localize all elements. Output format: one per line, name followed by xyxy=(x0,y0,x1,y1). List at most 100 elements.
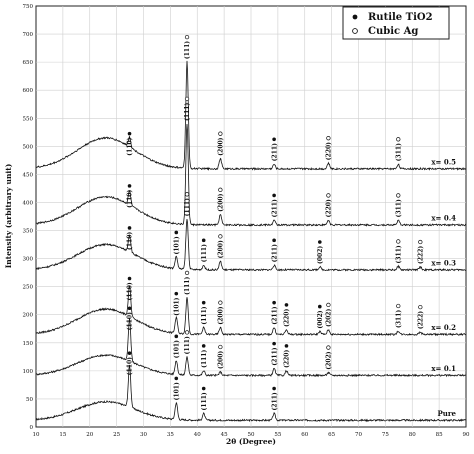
series-name-label: x= 0.1 xyxy=(431,364,456,373)
peak-label: (311) xyxy=(396,245,403,263)
ag-marker xyxy=(396,239,401,244)
ag-marker xyxy=(184,34,190,40)
peak-label: (311) xyxy=(396,310,403,328)
x-tick-label: 60 xyxy=(301,432,308,438)
rutile-marker xyxy=(127,351,132,355)
y-tick-label: 350 xyxy=(23,229,34,235)
peak-label: (200) xyxy=(218,306,225,324)
rutile-marker xyxy=(174,291,179,296)
peak-annotations: Pure(110)(101)(111) (211)x= 0.1(110)(101)… xyxy=(127,34,457,418)
y-axis-label: Intensity (arbitrary unit) xyxy=(4,164,13,269)
peak-label: (111) xyxy=(184,103,191,121)
x-tick-labels: 10 15 20 25 30 35 40 45 50 55 60 65 70 75 80 85 90 xyxy=(33,432,470,438)
rutile-marker xyxy=(272,341,276,346)
peak-label: (200) xyxy=(218,137,225,155)
ag-marker xyxy=(326,345,331,350)
peak-label: (202) xyxy=(326,309,333,327)
y-tick-label: 450 xyxy=(23,172,34,178)
x-tick-label: 45 xyxy=(221,432,228,438)
rutile-marker xyxy=(272,386,276,391)
y-tick-label: 50 xyxy=(26,397,33,403)
ag-marker xyxy=(218,187,223,192)
series-line xyxy=(35,364,467,423)
series-name-label: x= 0.4 xyxy=(431,213,456,222)
ag-marker xyxy=(326,302,331,308)
series-line xyxy=(35,218,467,272)
rutile-marker xyxy=(174,376,179,381)
rutile-marker xyxy=(127,226,132,230)
x-tick-label: 20 xyxy=(86,432,93,438)
ag-marker xyxy=(184,270,190,276)
ag-marker xyxy=(184,192,190,197)
series-line xyxy=(35,318,467,378)
ag-marker xyxy=(184,96,190,102)
y-tick-label: 200 xyxy=(23,313,34,319)
y-tick-label: 500 xyxy=(23,144,34,150)
peak-label: (200) xyxy=(218,240,225,258)
peak-label: (202) xyxy=(326,351,333,369)
peak-label: (311) xyxy=(396,143,403,161)
x-axis-label: 2θ (Degree) xyxy=(226,437,276,446)
y-tick-label: 300 xyxy=(23,257,34,263)
legend-label-rutile: Rutile TiO2 xyxy=(368,12,433,23)
rutile-marker xyxy=(201,344,206,348)
ag-marker xyxy=(396,193,401,198)
peak-label: (101) xyxy=(174,340,181,358)
series-line xyxy=(35,285,467,337)
peak-label: (211) xyxy=(271,347,278,365)
x-tick-label: 90 xyxy=(463,432,470,438)
ag-marker xyxy=(396,303,401,309)
rutile-marker xyxy=(318,304,322,309)
peak-label: (111) xyxy=(201,350,208,368)
peak-label: (101) xyxy=(174,297,181,315)
y-tick-label: 150 xyxy=(23,341,34,347)
rutile-marker xyxy=(127,131,132,136)
ag-marker xyxy=(184,330,190,335)
rutile-marker xyxy=(174,334,179,339)
y-tick-label: 600 xyxy=(23,88,34,94)
legend: Rutile TiO2 Cubic Ag xyxy=(342,6,450,40)
ag-marker xyxy=(326,136,331,141)
peak-label: (002) xyxy=(317,310,324,328)
peak-label: (220) xyxy=(326,142,333,160)
series-name-label: x= 0.5 xyxy=(431,157,456,166)
series-name-label: Pure xyxy=(438,409,457,418)
peak-label: (101) xyxy=(174,382,181,400)
series-line xyxy=(35,60,467,171)
peak-label: (110) xyxy=(127,190,134,208)
gridlines xyxy=(36,6,466,427)
ag-marker xyxy=(218,344,223,350)
peak-label: (211) xyxy=(271,392,278,410)
rutile-marker xyxy=(201,300,206,305)
x-tick-label: 85 xyxy=(436,432,443,438)
rutile-marker xyxy=(272,193,276,198)
y-tick-label: 550 xyxy=(23,116,34,122)
peak-label: (200) xyxy=(218,351,225,369)
peak-label: (111) xyxy=(201,392,208,410)
rutile-marker xyxy=(272,300,276,305)
y-tick-label: 700 xyxy=(23,32,34,38)
legend-box xyxy=(342,6,450,40)
x-tick-label: 35 xyxy=(167,432,174,438)
series-group xyxy=(35,60,467,423)
peak-label: (111) xyxy=(184,277,191,295)
peak-label: (211) xyxy=(271,143,278,161)
x-tick-label: 70 xyxy=(355,432,362,438)
rutile-marker xyxy=(284,303,289,307)
peak-label: (111) xyxy=(184,336,191,354)
y-tick-label: 750 xyxy=(23,4,34,10)
peak-label: (111) xyxy=(184,41,191,59)
peak-label: (211) xyxy=(271,199,278,217)
x-tick-label: 25 xyxy=(113,432,120,438)
peak-label: (222) xyxy=(418,311,425,329)
series-line xyxy=(35,123,467,227)
peak-label: (211) xyxy=(271,244,278,262)
legend-marker-open xyxy=(352,28,358,34)
x-tick-label: 50 xyxy=(248,432,255,438)
x-tick-label: 80 xyxy=(409,432,416,438)
series-name-label: x= 0.3 xyxy=(431,258,456,267)
peak-label: (110) xyxy=(127,282,134,300)
peak-label: (101) xyxy=(174,236,181,254)
